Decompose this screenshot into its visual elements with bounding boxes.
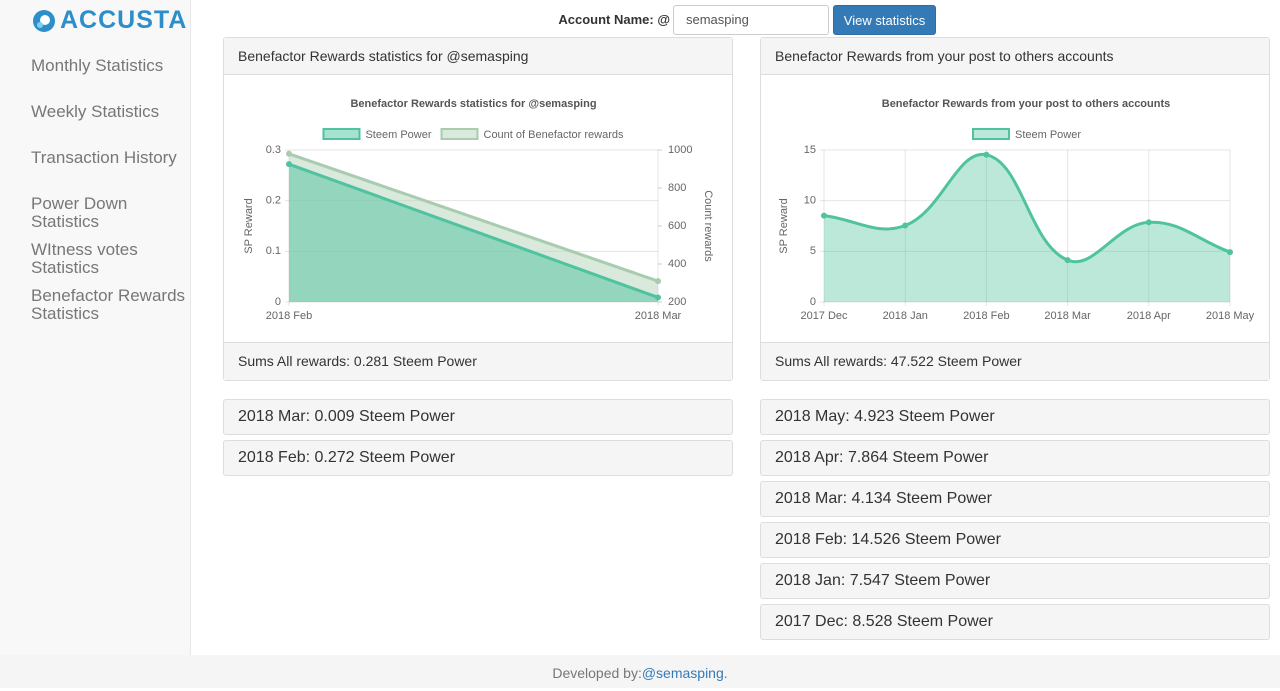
y-tick-label: 10 — [804, 195, 816, 207]
author-link[interactable]: @semasping — [641, 665, 724, 681]
footer: Developed by:@semasping. — [0, 655, 1280, 688]
y-tick-label: 0.2 — [266, 195, 281, 207]
y2-tick-label: 400 — [668, 258, 686, 270]
chart: Benefactor Rewards from your post to oth… — [778, 98, 1255, 322]
legend-label: Count of Benefactor rewards — [484, 129, 625, 141]
x-tick-label: 2018 Mar — [635, 310, 682, 322]
x-tick-label: 2018 May — [1206, 310, 1255, 322]
point — [902, 222, 909, 229]
logo-text: ACCUSTA — [60, 6, 188, 34]
nav-item[interactable]: Power Down Statistics — [31, 194, 128, 231]
form-label: Account Name: @ — [558, 12, 670, 27]
list-item: 2018 Feb: 14.526 Steem Power — [760, 522, 1270, 558]
list-item: 2018 Mar: 0.009 Steem Power — [223, 399, 733, 435]
y-tick-label: 0 — [275, 296, 281, 308]
x-tick-label: 2018 Feb — [963, 310, 1009, 322]
nav-item[interactable]: Monthly Statistics — [31, 56, 164, 75]
account-input[interactable]: semasping — [673, 5, 829, 35]
nav-item[interactable]: Benefactor Rewards Statistics — [31, 286, 186, 323]
point — [655, 294, 661, 301]
y2-tick-label: 200 — [668, 296, 686, 308]
view-button[interactable]: View statistics — [833, 5, 936, 35]
footer-end: . — [723, 665, 728, 681]
point — [286, 161, 292, 168]
point — [1064, 257, 1071, 264]
line — [288, 162, 659, 299]
x-tick-label: 2017 Dec — [800, 310, 848, 322]
legend-label: Steem Power — [365, 129, 431, 141]
sidebar: ACCUSTA Monthly Statistics Weekly Statis… — [0, 0, 191, 655]
panel: Benefactor Rewards statistics for @semas… — [223, 37, 733, 381]
panel-heading: Benefactor Rewards from your post to oth… — [761, 38, 1269, 75]
y-tick-label: 15 — [804, 144, 816, 156]
x-tick-label: 2018 Jan — [883, 310, 928, 322]
line — [288, 152, 659, 283]
y-tick-label: 0.3 — [266, 144, 281, 156]
x-tick-label: 2018 Mar — [1044, 310, 1091, 322]
y2-tick-label: 600 — [668, 220, 686, 232]
area — [824, 154, 1230, 302]
list-item: 2018 Apr: 7.864 Steem Power — [760, 440, 1270, 476]
legend-swatch — [971, 128, 1010, 140]
y-axis-label: SP Reward — [243, 198, 255, 253]
list-item: 2018 May: 4.923 Steem Power — [760, 399, 1270, 435]
y-tick-label: 5 — [810, 245, 816, 257]
panel-footer: Sums All rewards: 47.522 Steem Power — [761, 342, 1269, 380]
legend-label: Steem Power — [1015, 129, 1081, 141]
y2-tick-label: 1000 — [668, 144, 692, 156]
legend-swatch — [322, 128, 361, 140]
legend-swatch — [440, 128, 479, 140]
y-tick-label: 0.1 — [266, 245, 281, 257]
footer-text: Developed by: — [552, 665, 642, 681]
logo[interactable]: ACCUSTA — [32, 6, 187, 35]
panel: Benefactor Rewards from your post to oth… — [760, 37, 1270, 381]
point — [821, 212, 827, 219]
nav-item[interactable]: Transaction History — [31, 148, 177, 167]
list-item: 2018 Mar: 4.134 Steem Power — [760, 481, 1270, 517]
point — [1145, 219, 1152, 226]
y2-axis-label: Count rewards — [702, 190, 714, 262]
x-tick-label: 2018 Feb — [266, 310, 312, 322]
list-item: 2017 Dec: 8.528 Steem Power — [760, 604, 1270, 640]
nav-item[interactable]: Weekly Statistics — [31, 102, 160, 121]
y2-tick-label: 800 — [668, 182, 686, 194]
nav-item[interactable]: WItness votes Statistics — [31, 240, 138, 277]
logo-icon — [33, 9, 55, 32]
chart-title: Benefactor Rewards from your post to oth… — [882, 98, 1171, 110]
list-item: 2018 Jan: 7.547 Steem Power — [760, 563, 1270, 599]
point — [655, 278, 661, 285]
point — [286, 150, 292, 157]
chart-title: Benefactor Rewards statistics for @semas… — [350, 98, 596, 110]
point — [983, 151, 990, 158]
y-axis-label: SP Reward — [778, 198, 790, 253]
x-tick-label: 2018 Apr — [1127, 310, 1171, 322]
chart: Benefactor Rewards statistics for @semas… — [243, 98, 714, 322]
list-item: 2018 Feb: 0.272 Steem Power — [223, 440, 733, 476]
panel-footer: Sums All rewards: 0.281 Steem Power — [224, 342, 732, 380]
panel-heading: Benefactor Rewards statistics for @semas… — [224, 38, 732, 75]
point — [1227, 249, 1233, 256]
y-tick-label: 0 — [810, 296, 816, 308]
